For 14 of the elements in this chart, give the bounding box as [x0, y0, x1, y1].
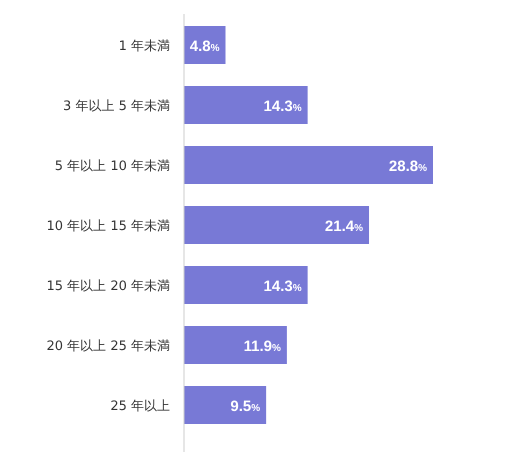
- data-label: 4.8%: [190, 38, 220, 55]
- y-tick-label: 3 年以上 5 年未満: [63, 99, 170, 114]
- y-tick-label: 15 年以上 20 年未満: [46, 279, 170, 294]
- data-label: 14.3%: [264, 98, 302, 115]
- y-tick-label: 10 年以上 15 年未満: [46, 219, 170, 234]
- data-label: 14.3%: [264, 278, 302, 295]
- y-tick-label: 20 年以上 25 年未満: [46, 339, 170, 354]
- data-label: 21.4%: [324, 218, 364, 235]
- y-tick-label: 25 年以上: [110, 399, 170, 414]
- data-label: 11.9%: [244, 338, 281, 355]
- y-tick-label: 1 年未満: [118, 39, 170, 54]
- data-label: 28.8%: [388, 158, 428, 175]
- y-tick-label: 5 年以上 10 年未満: [54, 159, 170, 174]
- data-label: 9.5%: [230, 398, 260, 415]
